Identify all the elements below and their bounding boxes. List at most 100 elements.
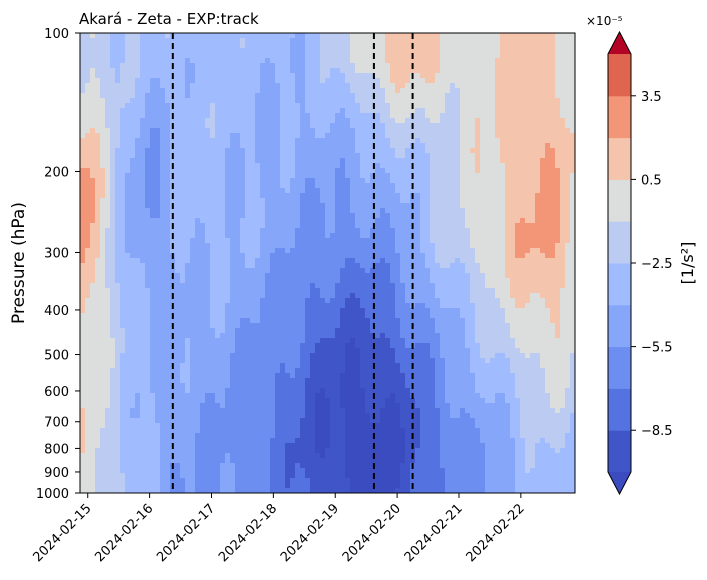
contour-cell [230,443,236,449]
contour-cell [240,98,246,104]
contour-cell [100,58,106,64]
contour-cell [230,188,236,194]
contour-cell [215,148,221,154]
contour-cell [140,298,146,304]
contour-cell [235,393,241,399]
contour-cell [140,388,146,394]
contour-cell [275,343,281,349]
contour-cell [290,248,296,254]
contour-cell [245,368,251,374]
contour-cell [235,488,241,493]
contour-cell [215,53,221,59]
contour-cell [230,318,236,324]
contour-cell [240,118,246,124]
contour-cell [230,233,236,239]
contour-cell [80,183,86,189]
contour-cell [325,358,331,364]
contour-cell [305,138,311,144]
contour-cell [215,158,221,164]
contour-cell [250,343,256,349]
contour-cell [145,483,151,489]
contour-cell [105,108,111,114]
contour-cell [190,333,196,339]
contour-cell [170,228,176,234]
contour-cell [350,138,356,144]
contour-cell [310,373,316,379]
contour-cell [165,58,171,64]
contour-cell [255,238,261,244]
contour-cell [150,88,156,94]
contour-cell [340,193,346,199]
contour-cell [340,258,346,264]
contour-cell [285,183,291,189]
contour-cell [280,198,286,204]
contour-cell [180,378,186,384]
contour-cell [175,98,181,104]
contour-cell [190,73,196,79]
contour-cell [320,203,326,209]
contour-cell [125,338,131,344]
contour-cell [270,308,276,314]
contour-cell [245,228,251,234]
contour-cell [175,328,181,334]
contour-cell [230,228,236,234]
contour-cell [290,108,296,114]
contour-cell [270,218,276,224]
contour-cell [240,393,246,399]
contour-cell [225,173,231,179]
contour-cell [140,163,146,169]
contour-cell [155,263,161,269]
contour-cell [85,283,91,289]
contour-cell [320,153,326,159]
contour-cell [150,203,156,209]
contour-cell [320,123,326,129]
contour-cell [290,418,296,424]
contour-cell [315,233,321,239]
contour-cell [320,33,326,39]
contour-cell [80,278,86,284]
contour-cell [155,488,161,493]
contour-cell [225,168,231,174]
contour-cell [290,233,296,239]
contour-cell [270,83,276,89]
contour-cell [220,173,226,179]
contour-cell [240,213,246,219]
contour-cell [220,473,226,479]
contour-cell [345,98,351,104]
contour-cell [155,473,161,479]
contour-cell [265,198,271,204]
contour-cell [175,438,181,444]
contour-cell [290,63,296,69]
contour-cell [245,293,251,299]
contour-cell [310,133,316,139]
contour-cell [215,398,221,404]
contour-cell [335,278,341,284]
contour-cell [340,183,346,189]
contour-cell [285,263,291,269]
contour-cell [140,208,146,214]
contour-cell [200,483,206,489]
contour-cell [85,473,91,479]
contour-cell [320,63,326,69]
contour-cell [290,443,296,449]
contour-cell [130,293,136,299]
contour-cell [170,148,176,154]
contour-cell [125,488,131,493]
contour-cell [190,483,196,489]
contour-cell [145,278,151,284]
contour-cell [155,178,161,184]
contour-cell [325,378,331,384]
contour-cell [130,283,136,289]
contour-cell [145,48,151,54]
contour-cell [260,333,266,339]
contour-cell [110,43,116,49]
contour-cell [310,213,316,219]
contour-cell [300,303,306,309]
contour-cell [275,308,281,314]
contour-cell [145,308,151,314]
contour-cell [240,38,246,44]
contour-cell [270,373,276,379]
contour-cell [180,93,186,99]
contour-cell [335,383,341,389]
contour-cell [260,93,266,99]
